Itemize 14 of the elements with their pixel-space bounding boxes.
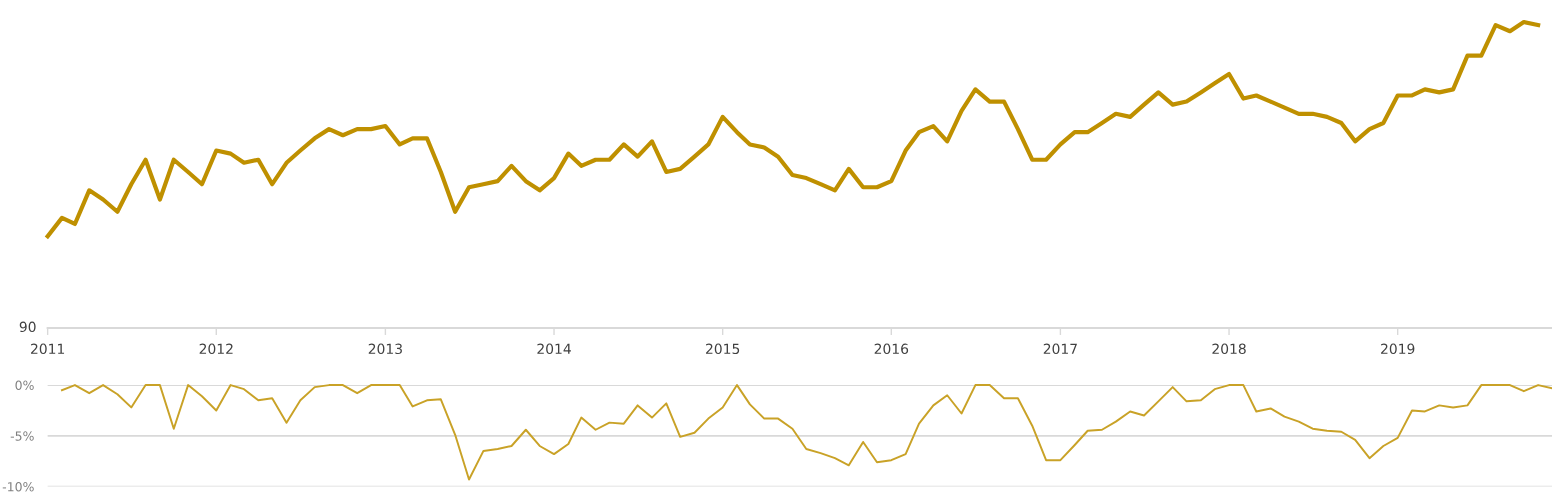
x-tick-label: 2013 bbox=[368, 343, 402, 355]
x-tick-label: 2014 bbox=[537, 343, 571, 355]
x-tick-label: 2011 bbox=[30, 343, 65, 355]
x-tick-label: 2016 bbox=[874, 343, 909, 355]
x-tick-label: 2019 bbox=[1381, 343, 1415, 355]
x-tick-label: 2015 bbox=[706, 343, 740, 355]
x-tick-label: 2017 bbox=[1043, 343, 1077, 355]
text: 90 bbox=[19, 321, 36, 333]
y-tick-label: -10% bbox=[2, 482, 34, 492]
y-tick-label: -5% bbox=[10, 431, 34, 441]
x-tick-label: 2018 bbox=[1212, 343, 1246, 355]
line-series bbox=[61, 384, 1552, 481]
x-tick-label: 2012 bbox=[199, 343, 233, 355]
y-tick-label: 0% bbox=[15, 380, 34, 391]
